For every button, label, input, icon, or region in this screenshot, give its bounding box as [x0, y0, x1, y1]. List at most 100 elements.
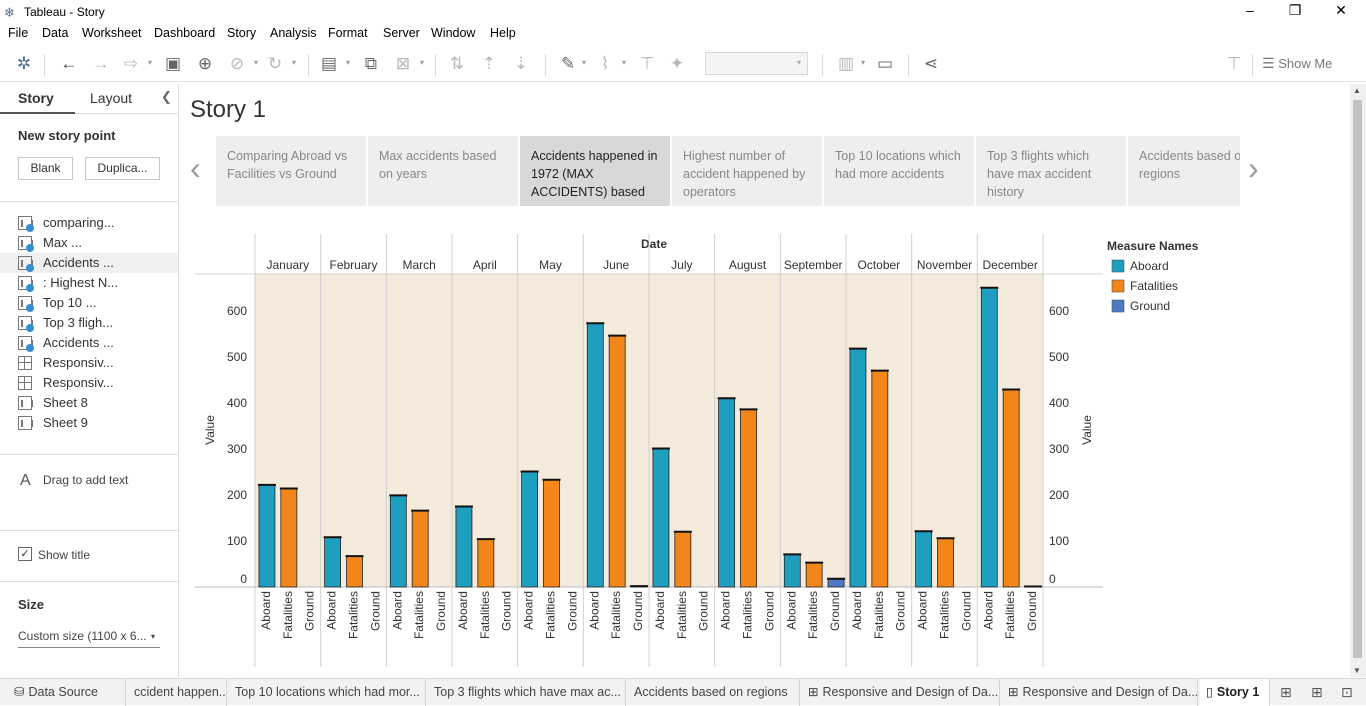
bar [522, 471, 538, 587]
scroll-up-icon[interactable]: ▲ [1353, 86, 1361, 95]
legend-title: Measure Names [1107, 239, 1199, 253]
duplicate-button[interactable]: Duplica... [85, 157, 160, 180]
menu-data[interactable]: Data [42, 26, 68, 40]
sheet-item[interactable]: Responsiv... [0, 373, 178, 393]
sort-ascending-icon[interactable]: ⇡ [478, 54, 500, 74]
story-point-7[interactable]: Accidents based on regions [1128, 136, 1240, 206]
refresh-icon[interactable]: ↻ [264, 54, 286, 74]
sheet-item[interactable]: Max ... [0, 233, 178, 253]
redo-icon[interactable]: → [90, 54, 112, 74]
sheet-item[interactable]: Accidents ... [0, 253, 178, 273]
presentation-mode-icon[interactable]: ▭ [874, 54, 896, 74]
menu-window[interactable]: Window [431, 26, 475, 40]
x-tick-label: Fatalities [1003, 591, 1017, 639]
sheet-item[interactable]: comparing... [0, 213, 178, 233]
menu-server[interactable]: Server [383, 26, 420, 40]
story-point-2[interactable]: Max accidents based on years [368, 136, 518, 206]
menu-worksheet[interactable]: Worksheet [82, 26, 142, 40]
minimize-icon[interactable]: – [1227, 2, 1273, 18]
duplicate-sheet-icon[interactable]: ⧉ [360, 54, 382, 74]
story-point-5[interactable]: Top 10 locations which had more accident… [824, 136, 974, 206]
share-icon[interactable]: ⋖ [920, 54, 942, 74]
vertical-scrollbar[interactable]: ▲ ▼ [1350, 84, 1366, 677]
sheet-item[interactable]: Sheet 8 [0, 393, 178, 413]
tab-layout[interactable]: Layout [90, 90, 132, 106]
sheet-tab[interactable]: ⊞Responsive and Design of Da... [802, 679, 1000, 706]
clear-sheet-icon[interactable]: ⊠ [392, 54, 414, 74]
blank-button[interactable]: Blank [18, 157, 73, 180]
new-story-icon[interactable]: ⊡ [1341, 684, 1353, 701]
sheet-tab[interactable]: ▯Story 1 [1200, 679, 1270, 706]
chevron-down-icon[interactable]: ▾ [151, 632, 155, 641]
highlight-icon[interactable]: ✎ [557, 54, 579, 74]
sheet-item[interactable]: : Highest N... [0, 273, 178, 293]
new-dashboard-icon[interactable]: ⊞ [1311, 684, 1323, 701]
next-story-point-button[interactable]: › [1248, 152, 1259, 184]
size-dropdown[interactable]: Custom size (1100 x 6... [18, 629, 147, 643]
sheet-item[interactable]: Sheet 9 [0, 413, 178, 433]
previous-story-point-button[interactable]: ‹ [190, 152, 201, 184]
menu-help[interactable]: Help [490, 26, 516, 40]
used-in-story-icon [26, 324, 34, 332]
sheet-tab[interactable]: Accidents based on regions [628, 679, 800, 706]
sheet-item[interactable]: Top 10 ... [0, 293, 178, 313]
chevron-down-icon[interactable]: ▾ [292, 58, 296, 67]
menu-analysis[interactable]: Analysis [270, 26, 317, 40]
month-header: February [329, 258, 377, 272]
tableau-home-icon[interactable]: ✲ [13, 54, 35, 74]
scroll-down-icon[interactable]: ▼ [1353, 666, 1361, 675]
menu-format[interactable]: Format [328, 26, 368, 40]
pin-icon[interactable]: ✦ [666, 54, 688, 74]
tab-story[interactable]: Story [18, 90, 54, 106]
chevron-down-icon[interactable]: ▾ [861, 58, 865, 67]
sheet-tab[interactable]: Top 3 flights which have max ac... [428, 679, 626, 706]
sheet-tab-label: Data Source [28, 685, 97, 699]
sheet-tab[interactable]: Top 10 locations which had mor... [229, 679, 426, 706]
chevron-down-icon[interactable]: ▾ [346, 58, 350, 67]
sort-descending-icon[interactable]: ⇣ [510, 54, 532, 74]
story-point-4[interactable]: Highest number of accident happened by o… [672, 136, 822, 206]
sheet-tab[interactable]: ccident happen... [128, 679, 227, 706]
chevron-down-icon[interactable]: ▾ [582, 58, 586, 67]
fit-icon[interactable]: ▥ [835, 54, 857, 74]
menu-story[interactable]: Story [227, 26, 256, 40]
format-painter-icon[interactable]: ⊤ [1223, 54, 1245, 74]
replay-icon[interactable]: ⇨ [120, 54, 142, 74]
worksheet-icon [18, 416, 32, 430]
x-tick-label: Fatalities [347, 591, 361, 639]
chevron-down-icon[interactable]: ▾ [148, 58, 152, 67]
swap-icon[interactable]: ⇅ [446, 54, 468, 74]
story-point-6[interactable]: Top 3 flights which have max accident hi… [976, 136, 1126, 206]
menu-file[interactable]: File [8, 26, 28, 40]
y-tick-label: 500 [227, 350, 247, 364]
scrollbar-thumb[interactable] [1353, 100, 1362, 658]
drag-to-add-text[interactable]: Drag to add text [43, 473, 128, 487]
story-point-1[interactable]: Comparing Abroad vs Facilities vs Ground [216, 136, 366, 206]
chevron-down-icon[interactable]: ▾ [622, 58, 626, 67]
restore-icon[interactable]: ❐ [1272, 2, 1318, 19]
new-worksheet-icon[interactable]: ▤ [318, 54, 340, 74]
pause-updates-icon[interactable]: ⊘ [226, 54, 248, 74]
show-me-button[interactable]: ☰ Show Me [1262, 55, 1332, 72]
dashboard-icon [18, 376, 32, 390]
label-icon[interactable]: ⊤ [636, 54, 658, 74]
close-icon[interactable]: ✕ [1318, 2, 1364, 19]
sheet-tab[interactable]: ⛁Data Source [8, 679, 126, 706]
save-icon[interactable]: ▣ [162, 54, 184, 74]
chevron-down-icon[interactable]: ▾ [254, 58, 258, 67]
fit-dropdown[interactable]: ▾ [705, 52, 808, 75]
undo-icon[interactable]: ← [58, 54, 80, 74]
sheet-item[interactable]: Responsiv... [0, 353, 178, 373]
chevron-down-icon[interactable]: ▾ [420, 58, 424, 67]
menu-dashboard[interactable]: Dashboard [154, 26, 215, 40]
show-title-checkbox[interactable]: ✓ [18, 547, 32, 561]
story-point-3[interactable]: Accidents happened in 1972 (MAX ACCIDENT… [520, 136, 670, 206]
new-data-source-icon[interactable]: ⊕ [194, 54, 216, 74]
sheet-item-label: Responsiv... [43, 355, 114, 370]
collapse-pane-icon[interactable]: ❮ [161, 89, 172, 105]
sheet-item[interactable]: Accidents ... [0, 333, 178, 353]
attach-icon[interactable]: ⌇ [594, 54, 616, 74]
sheet-item[interactable]: Top 3 fligh... [0, 313, 178, 333]
sheet-tab[interactable]: ⊞Responsive and Design of Da... [1002, 679, 1198, 706]
new-worksheet-icon[interactable]: ⊞ [1280, 684, 1292, 701]
